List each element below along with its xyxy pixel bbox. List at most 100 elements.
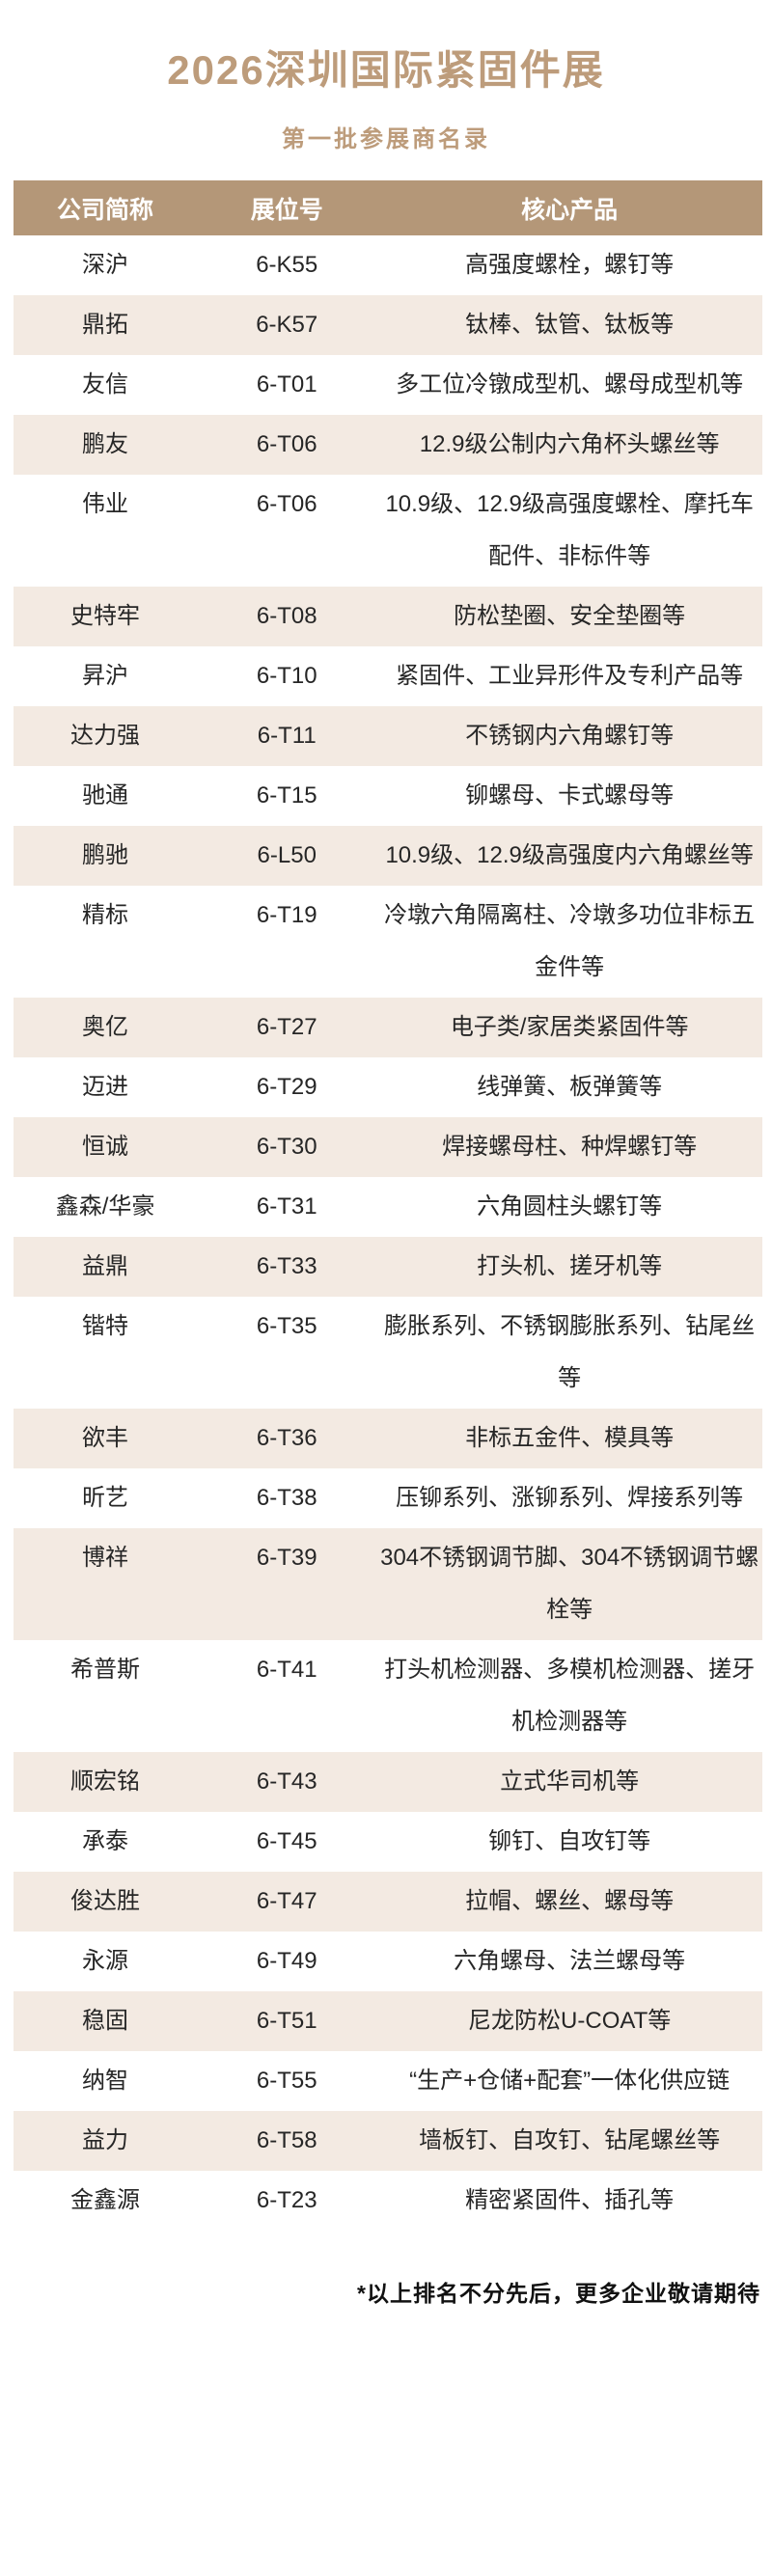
booth-cell: 6-T23 [256,2187,317,2214]
company-cell: 锴特 [82,1313,129,1340]
products-cell: 高强度螺栓，螺钉等 [465,252,675,279]
page-subtitle: 第一批参展商名录 [282,126,490,153]
exhibitor-table: 公司简称 展位号 核心产品 深沪 6-K55 高强度螺栓，螺钉等鼎拓 6-K57 钛棒、… [14,180,762,2232]
products-cell: 六角螺母、法兰螺母等 [454,1948,686,1975]
column-header-company: 公司简称 [57,196,154,224]
column-header-products: 核心产品 [521,196,619,224]
company-cell: 奥亿 [82,1014,129,1041]
company-cell: 史特牢 [70,603,141,630]
table-row: 鑫森/华豪 6-T31 六角圆柱头螺钉等 [14,1177,762,1238]
company-cell: 博祥 [82,1545,129,1572]
company-cell: 昕艺 [82,1485,129,1512]
booth-cell: 6-T06 [256,431,317,458]
table-row: 深沪 6-K55 高强度螺栓，螺钉等 [14,235,762,296]
products-cell: 铆钉、自攻钉等 [488,1828,651,1855]
booth-cell: 6-T11 [257,723,317,750]
table-row: 金鑫源 6-T23 精密紧固件、插孔等 [14,2171,762,2232]
company-cell: 鑫森/华豪 [55,1193,155,1220]
products-cell: 不锈钢内六角螺钉等 [465,723,675,750]
products-cell: 压铆系列、涨铆系列、焊接系列等 [396,1485,744,1512]
booth-cell: 6-T27 [256,1014,317,1041]
company-cell: 鹏友 [82,431,129,458]
table-row: 益鼎 6-T33 打头机、搓牙机等 [14,1237,762,1298]
booth-cell: 6-T01 [256,371,317,398]
products-cell: 10.9级、12.9级高强度内六角螺丝等 [385,842,754,869]
footnote: *以上排名不分先后，更多企业敬请期待 [357,2281,760,2307]
company-cell: 永源 [82,1948,129,1975]
company-cell: 友信 [82,371,129,398]
table-row: 伟业 6-T06 10.9级、12.9级高强度螺栓、摩托车配件、非标件等 [14,475,762,588]
table-row: 俊达胜 6-T47 拉帽、螺丝、螺母等 [14,1872,762,1932]
products-cell: 焊接螺母柱、种焊螺钉等 [442,1134,698,1161]
products-cell: 钛棒、钛管、钛板等 [465,312,675,339]
products-cell: “生产+仓储+配套”一体化供应链 [409,2068,731,2095]
company-cell: 益力 [82,2127,129,2154]
products-cell: 多工位冷镦成型机、螺母成型机等 [396,371,744,398]
company-cell: 稳固 [82,2008,129,2035]
table-row: 精标 6-T19 冷墩六角隔离柱、冷墩多功位非标五金件等 [14,886,762,999]
table-header-row: 公司简称 展位号 核心产品 [14,180,762,236]
table-row: 昇沪 6-T10 紧固件、工业异形件及专利产品等 [14,646,762,707]
products-cell: 紧固件、工业异形件及专利产品等 [396,663,744,690]
products-cell: 304不锈钢调节脚、304不锈钢调节螺栓等 [380,1545,759,1624]
company-cell: 昇沪 [82,663,129,690]
booth-cell: 6-T45 [256,1828,317,1855]
booth-cell: 6-T58 [256,2127,317,2154]
booth-cell: 6-K55 [256,252,318,279]
company-cell: 希普斯 [70,1657,141,1684]
products-cell: 12.9级公制内六角杯头螺丝等 [419,431,720,458]
table-row: 迈进 6-T29 线弹簧、板弹簧等 [14,1057,762,1118]
table-row: 纳智 6-T55 “生产+仓储+配套”一体化供应链 [14,2051,762,2112]
table-row: 史特牢 6-T08 防松垫圈、安全垫圈等 [14,587,762,647]
company-cell: 承泰 [82,1828,129,1855]
products-cell: 线弹簧、板弹簧等 [477,1074,663,1101]
products-cell: 打头机、搓牙机等 [477,1253,663,1280]
company-cell: 鹏驰 [82,842,129,869]
table-body: 深沪 6-K55 高强度螺栓，螺钉等鼎拓 6-K57 钛棒、钛管、钛板等友信 6-T01 多… [14,235,762,2232]
booth-cell: 6-T38 [256,1485,317,1512]
company-cell: 顺宏铭 [70,1768,141,1795]
booth-cell: 6-T39 [256,1545,317,1572]
company-cell: 纳智 [82,2068,129,2095]
products-cell: 精密紧固件、插孔等 [465,2187,675,2214]
table-row: 稳固 6-T51 尼龙防松U-COAT等 [14,1991,762,2052]
products-cell: 10.9级、12.9级高强度螺栓、摩托车配件、非标件等 [385,491,754,570]
booth-cell: 6-T19 [256,902,317,929]
products-cell: 立式华司机等 [500,1768,640,1795]
booth-cell: 6-T35 [256,1313,317,1340]
booth-cell: 6-T31 [256,1193,317,1220]
booth-cell: 6-T08 [256,603,317,630]
company-cell: 鼎拓 [82,312,129,339]
booth-cell: 6-T36 [256,1425,317,1452]
table-row: 昕艺 6-T38 压铆系列、涨铆系列、焊接系列等 [14,1468,762,1529]
booth-cell: 6-T33 [256,1253,317,1280]
booth-cell: 6-T29 [256,1074,317,1101]
booth-cell: 6-T30 [256,1134,317,1161]
company-cell: 深沪 [82,252,129,279]
table-row: 鼎拓 6-K57 钛棒、钛管、钛板等 [14,295,762,356]
column-header-booth: 展位号 [250,196,323,224]
products-cell: 非标五金件、模具等 [465,1425,675,1452]
table-row: 奥亿 6-T27 电子类/家居类紧固件等 [14,998,762,1058]
table-row: 达力强 6-T11 不锈钢内六角螺钉等 [14,706,762,767]
company-cell: 驰通 [82,782,129,809]
table-row: 博祥 6-T39 304不锈钢调节脚、304不锈钢调节螺栓等 [14,1528,762,1641]
table-row: 锴特 6-T35 膨胀系列、不锈钢膨胀系列、钻尾丝等 [14,1297,762,1410]
booth-cell: 6-K57 [256,312,318,339]
products-cell: 拉帽、螺丝、螺母等 [465,1888,675,1915]
booth-cell: 6-L50 [257,842,317,869]
table-row: 益力 6-T58 墙板钉、自攻钉、钻尾螺丝等 [14,2111,762,2172]
booth-cell: 6-T47 [256,1888,317,1915]
table-row: 永源 6-T49 六角螺母、法兰螺母等 [14,1932,762,1992]
booth-cell: 6-T49 [256,1948,317,1975]
company-cell: 欲丰 [82,1425,129,1452]
company-cell: 精标 [82,902,129,929]
products-cell: 冷墩六角隔离柱、冷墩多功位非标五金件等 [384,902,756,981]
company-cell: 金鑫源 [70,2187,141,2214]
booth-cell: 6-T15 [256,782,317,809]
products-cell: 墙板钉、自攻钉、钻尾螺丝等 [419,2127,721,2154]
products-cell: 膨胀系列、不锈钢膨胀系列、钻尾丝等 [384,1313,756,1392]
table-row: 驰通 6-T15 铆螺母、卡式螺母等 [14,766,762,827]
booth-cell: 6-T10 [256,663,317,690]
